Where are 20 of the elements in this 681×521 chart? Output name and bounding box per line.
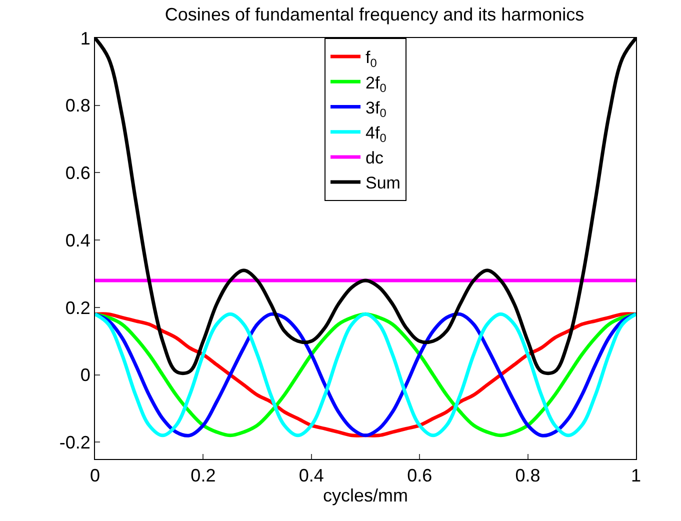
legend-label: 3f$_{0}$ — [366, 98, 387, 120]
legend-label: f$_{0}$ — [366, 48, 378, 70]
legend-label: 4f$_{0}$ — [366, 123, 387, 146]
legend-label: dc — [366, 148, 384, 168]
x-tick-label: 0.6 — [407, 466, 432, 486]
x-tick-label: 0.2 — [190, 466, 216, 486]
x-tick-label: 0.4 — [298, 466, 324, 486]
y-tick-label: 0.4 — [65, 230, 90, 250]
legend-label: 2f$_{0}$ — [366, 73, 387, 95]
y-tick-label: -0.2 — [59, 432, 90, 452]
y-tick-label: 0.2 — [65, 298, 90, 318]
y-tick-label: 0.8 — [65, 96, 90, 116]
y-tick-label: 1 — [80, 28, 90, 48]
legend-label: Sum — [366, 174, 400, 193]
y-tick-label: 0 — [80, 365, 90, 386]
x-tick-label: 0.8 — [515, 466, 540, 486]
x-axis-title: cycles/mm — [323, 486, 408, 506]
y-tick-label: 0.6 — [65, 163, 90, 184]
chart-title: Cosines of fundamental frequency and its harmonics — [164, 4, 584, 24]
x-tick-label: 1 — [630, 466, 642, 486]
